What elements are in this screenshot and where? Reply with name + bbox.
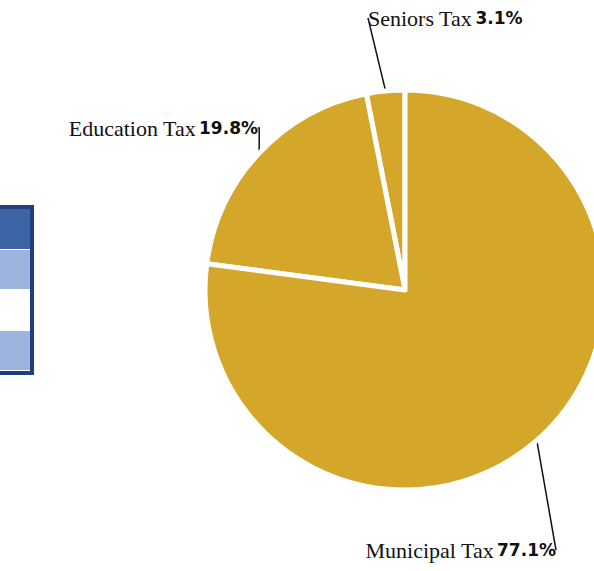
svg-text:19.8%: 19.8% (199, 118, 258, 138)
svg-text:Municipal Tax: Municipal Tax (365, 538, 493, 563)
svg-text:77.1%: 77.1% (497, 540, 556, 560)
svg-text:Education Tax: Education Tax (69, 116, 196, 141)
svg-text:3.1%: 3.1% (476, 8, 523, 28)
svg-text:Seniors Tax: Seniors Tax (368, 6, 472, 31)
